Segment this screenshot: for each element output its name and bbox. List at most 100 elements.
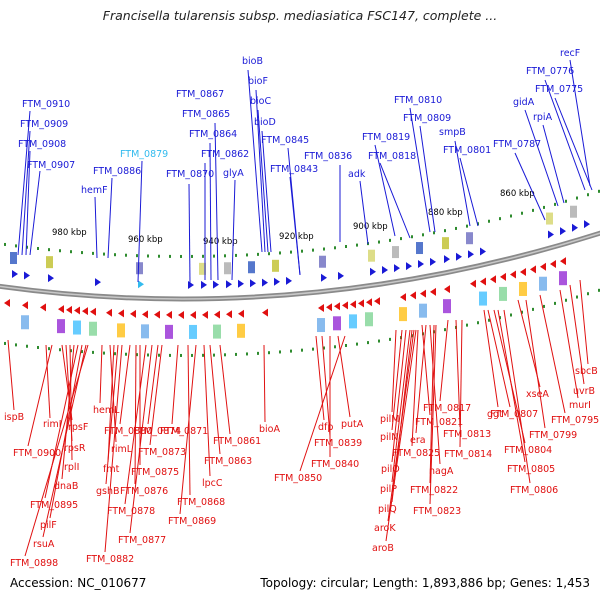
gene-label-FTM_0813[interactable]: FTM_0813 bbox=[443, 429, 491, 440]
gene-label-gidA[interactable]: gidA bbox=[513, 97, 535, 108]
gene-label-FTM_0823[interactable]: FTM_0823 bbox=[413, 506, 461, 517]
gene-label-FTM_0864[interactable]: FTM_0864 bbox=[189, 129, 237, 140]
gene-label-uvrB[interactable]: uvrB bbox=[573, 386, 595, 397]
gene-label-FTM_0807[interactable]: FTM_0807 bbox=[490, 409, 538, 420]
gene-label-rsuA[interactable]: rsuA bbox=[33, 539, 55, 550]
gene-label-FTM_0898[interactable]: FTM_0898 bbox=[10, 558, 58, 569]
gene-label-FTM_0886[interactable]: FTM_0886 bbox=[93, 166, 141, 177]
gene-label-aroB[interactable]: aroB bbox=[372, 543, 394, 554]
gene-label-FTM_0825[interactable]: FTM_0825 bbox=[392, 448, 440, 459]
gene-label-pilF[interactable]: pilF bbox=[40, 520, 57, 531]
gene-label-FTM_0836[interactable]: FTM_0836 bbox=[304, 151, 352, 162]
gene-label-FTM_0775[interactable]: FTM_0775 bbox=[535, 84, 583, 95]
gene-label-FTM_0875[interactable]: FTM_0875 bbox=[131, 467, 179, 478]
gene-label-recF[interactable]: recF bbox=[560, 48, 580, 59]
gene-label-FTM_0876[interactable]: FTM_0876 bbox=[120, 486, 168, 497]
gene-label-FTM_0795[interactable]: FTM_0795 bbox=[551, 415, 599, 426]
gene-label-bioC[interactable]: bioC bbox=[250, 96, 271, 107]
gene-label-FTM_0869[interactable]: FTM_0869 bbox=[168, 516, 216, 527]
gene-label-nagA[interactable]: nagA bbox=[429, 466, 454, 477]
gene-label-hemL[interactable]: hemL bbox=[93, 405, 120, 416]
gene-label-FTM_0867[interactable]: FTM_0867 bbox=[176, 89, 224, 100]
gene-label-FTM_0814[interactable]: FTM_0814 bbox=[444, 449, 492, 460]
scale-tick bbox=[191, 353, 193, 357]
gene-label-FTM_0845[interactable]: FTM_0845 bbox=[261, 135, 309, 146]
gene-label-FTM_0870[interactable]: FTM_0870 bbox=[166, 169, 214, 180]
gene-label-FTM_0843[interactable]: FTM_0843 bbox=[270, 164, 318, 175]
gene-label-FTM_0877[interactable]: FTM_0877 bbox=[118, 535, 166, 546]
gene-label-FTM_0868[interactable]: FTM_0868 bbox=[177, 497, 225, 508]
gene-label-xseA[interactable]: xseA bbox=[526, 389, 549, 400]
gene-label-smpB[interactable]: smpB bbox=[439, 127, 466, 138]
gene-label-FTM_0873[interactable]: FTM_0873 bbox=[138, 447, 186, 458]
gene-label-FTM_0801[interactable]: FTM_0801 bbox=[443, 145, 491, 156]
gene-label-murI[interactable]: murI bbox=[569, 400, 591, 411]
gene-label-pilP[interactable]: pilP bbox=[380, 484, 397, 495]
gene-label-FTM_0879[interactable]: FTM_0879 bbox=[120, 149, 168, 160]
gene-label-bioD[interactable]: bioD bbox=[254, 117, 276, 128]
gene-label-rplI[interactable]: rplI bbox=[64, 462, 79, 473]
gene-label-glyA[interactable]: glyA bbox=[223, 168, 244, 179]
gene-label-sbcB[interactable]: sbcB bbox=[575, 366, 598, 377]
gene-label-rimI[interactable]: rimI bbox=[43, 419, 62, 430]
gene-label-FTM_0863[interactable]: FTM_0863 bbox=[204, 456, 252, 467]
gene-label-gshB[interactable]: gshB bbox=[96, 486, 120, 497]
gene-label-FTM_0839[interactable]: FTM_0839 bbox=[314, 438, 362, 449]
gene-label-rpsR[interactable]: rpsR bbox=[64, 443, 86, 454]
gene-label-FTM_0787[interactable]: FTM_0787 bbox=[493, 139, 541, 150]
gene-label-bioF[interactable]: bioF bbox=[248, 76, 268, 87]
gene-label-FTM_0871[interactable]: FTM_0871 bbox=[160, 426, 208, 437]
gene-label-fmt[interactable]: fmt bbox=[103, 464, 120, 475]
gene-label-ggt[interactable]: ggt bbox=[487, 409, 503, 420]
gene-label-FTM_0810[interactable]: FTM_0810 bbox=[394, 95, 442, 106]
gene-label-pilQ[interactable]: pilQ bbox=[378, 504, 397, 515]
gene-label-pilN[interactable]: pilN bbox=[380, 432, 398, 443]
gene-label-FTM_0809[interactable]: FTM_0809 bbox=[403, 113, 451, 124]
gene-label-rpsF[interactable]: rpsF bbox=[68, 422, 88, 433]
reverse-gene-box bbox=[73, 320, 81, 335]
gene-label-pilM[interactable]: pilM bbox=[380, 414, 400, 425]
scale-tick bbox=[466, 224, 468, 228]
gene-label-FTM_0850[interactable]: FTM_0850 bbox=[274, 473, 322, 484]
gene-label-FTM_0817[interactable]: FTM_0817 bbox=[423, 403, 471, 414]
gene-label-aroK[interactable]: aroK bbox=[374, 523, 396, 534]
gene-label-FTM_0908[interactable]: FTM_0908 bbox=[18, 139, 66, 150]
gene-label-hemF[interactable]: hemF bbox=[81, 185, 108, 196]
gene-label-FTM_0882[interactable]: FTM_0882 bbox=[86, 554, 134, 565]
gene-label-FTM_0805[interactable]: FTM_0805 bbox=[507, 464, 555, 475]
gene-label-FTM_0799[interactable]: FTM_0799 bbox=[529, 430, 577, 441]
gene-label-FTM_0907[interactable]: FTM_0907 bbox=[27, 160, 75, 171]
gene-label-bioB[interactable]: bioB bbox=[242, 56, 263, 67]
gene-label-FTM_0878[interactable]: FTM_0878 bbox=[107, 506, 155, 517]
gene-label-FTM_0862[interactable]: FTM_0862 bbox=[201, 149, 249, 160]
gene-label-FTM_0900[interactable]: FTM_0900 bbox=[13, 448, 61, 459]
gene-label-FTM_0910[interactable]: FTM_0910 bbox=[22, 99, 70, 110]
gene-label-FTM_0874[interactable]: FTM_0874 bbox=[133, 426, 181, 437]
gene-label-FTM_0865[interactable]: FTM_0865 bbox=[182, 109, 230, 120]
gene-label-FTM_0818[interactable]: FTM_0818 bbox=[368, 151, 416, 162]
gene-label-FTM_0909[interactable]: FTM_0909 bbox=[20, 119, 68, 130]
gene-label-rimL[interactable]: rimL bbox=[111, 444, 133, 455]
gene-label-pilO[interactable]: pilO bbox=[381, 464, 400, 475]
gene-label-dfp[interactable]: dfp bbox=[318, 422, 333, 433]
gene-label-FTM_0895[interactable]: FTM_0895 bbox=[30, 500, 78, 511]
gene-label-FTM_0880[interactable]: FTM_0880 bbox=[104, 426, 152, 437]
gene-label-putA[interactable]: putA bbox=[341, 419, 364, 430]
gene-label-FTM_0806[interactable]: FTM_0806 bbox=[510, 485, 558, 496]
gene-label-dnaB[interactable]: dnaB bbox=[54, 481, 78, 492]
gene-label-FTM_0776[interactable]: FTM_0776 bbox=[526, 66, 574, 77]
gene-label-FTM_0821[interactable]: FTM_0821 bbox=[415, 417, 463, 428]
gene-label-adk[interactable]: adk bbox=[348, 169, 366, 180]
gene-label-bioA[interactable]: bioA bbox=[259, 424, 280, 435]
gene-label-lpcC[interactable]: lpcC bbox=[202, 478, 223, 489]
gene-label-FTM_0840[interactable]: FTM_0840 bbox=[311, 459, 359, 470]
gene-label-FTM_0822[interactable]: FTM_0822 bbox=[410, 485, 458, 496]
gene-label-FTM_0819[interactable]: FTM_0819 bbox=[362, 132, 410, 143]
gene-label-era[interactable]: era bbox=[410, 435, 426, 446]
gene-label-rpiA[interactable]: rpiA bbox=[533, 112, 553, 123]
forward-gene-arrow bbox=[95, 278, 101, 287]
gene-label-FTM_0804[interactable]: FTM_0804 bbox=[504, 445, 552, 456]
gene-label-ispB[interactable]: ispB bbox=[4, 412, 24, 423]
gene-label-FTM_0861[interactable]: FTM_0861 bbox=[213, 436, 261, 447]
scale-tick bbox=[268, 351, 270, 355]
